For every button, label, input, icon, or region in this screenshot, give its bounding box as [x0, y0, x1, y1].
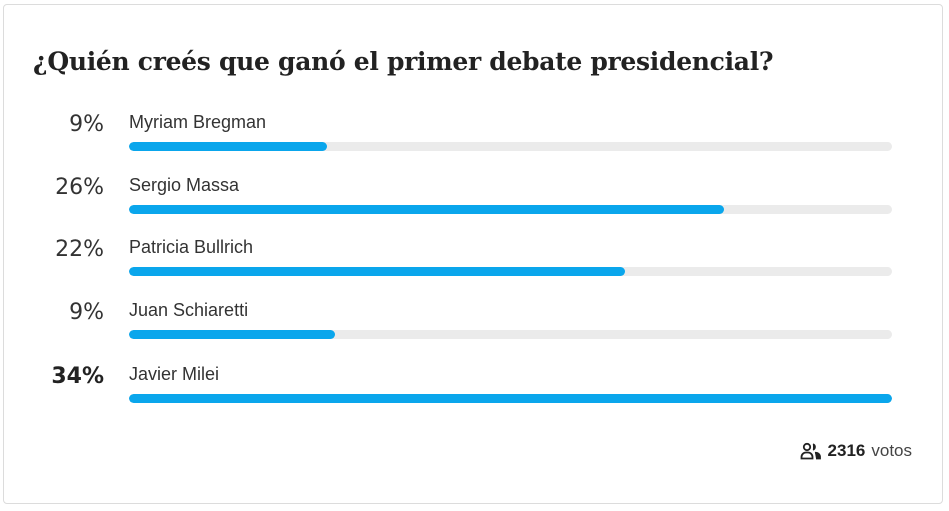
- option-name: Juan Schiaretti: [129, 300, 249, 320]
- option-bar-track: [129, 205, 892, 214]
- option-bar-fill: [129, 330, 335, 339]
- poll-option-bregman[interactable]: 9% Myriam Bregman: [4, 112, 944, 162]
- vote-total: 2316 votos: [800, 441, 912, 461]
- users-icon: [800, 442, 822, 460]
- option-percent: 26%: [55, 175, 104, 200]
- option-bar-track: [129, 142, 892, 151]
- poll-title: ¿Quién creés que ganó el primer debate p…: [33, 47, 774, 76]
- option-bar-track: [129, 267, 892, 276]
- option-name: Javier Milei: [129, 364, 220, 384]
- option-name: Patricia Bullrich: [129, 237, 254, 257]
- option-bar-fill: [129, 142, 328, 151]
- option-bar-fill: [129, 394, 892, 403]
- poll-option-massa[interactable]: 26% Sergio Massa: [4, 175, 944, 225]
- poll-option-bullrich[interactable]: 22% Patricia Bullrich: [4, 237, 944, 287]
- option-bar-fill: [129, 267, 625, 276]
- option-percent: 34%: [51, 364, 104, 389]
- option-bar-track: [129, 394, 892, 403]
- option-percent: 22%: [55, 237, 104, 262]
- option-name: Sergio Massa: [129, 175, 240, 195]
- vote-label: votos: [871, 441, 912, 460]
- option-bar-track: [129, 330, 892, 339]
- poll-card: ¿Quién creés que ganó el primer debate p…: [3, 4, 943, 504]
- poll-option-milei[interactable]: 34% Javier Milei: [4, 364, 944, 414]
- option-percent: 9%: [69, 300, 104, 325]
- option-bar-fill: [129, 205, 725, 214]
- option-name: Myriam Bregman: [129, 112, 267, 132]
- poll-option-schiaretti[interactable]: 9% Juan Schiaretti: [4, 300, 944, 350]
- vote-count: 2316: [827, 441, 866, 460]
- option-percent: 9%: [69, 112, 104, 137]
